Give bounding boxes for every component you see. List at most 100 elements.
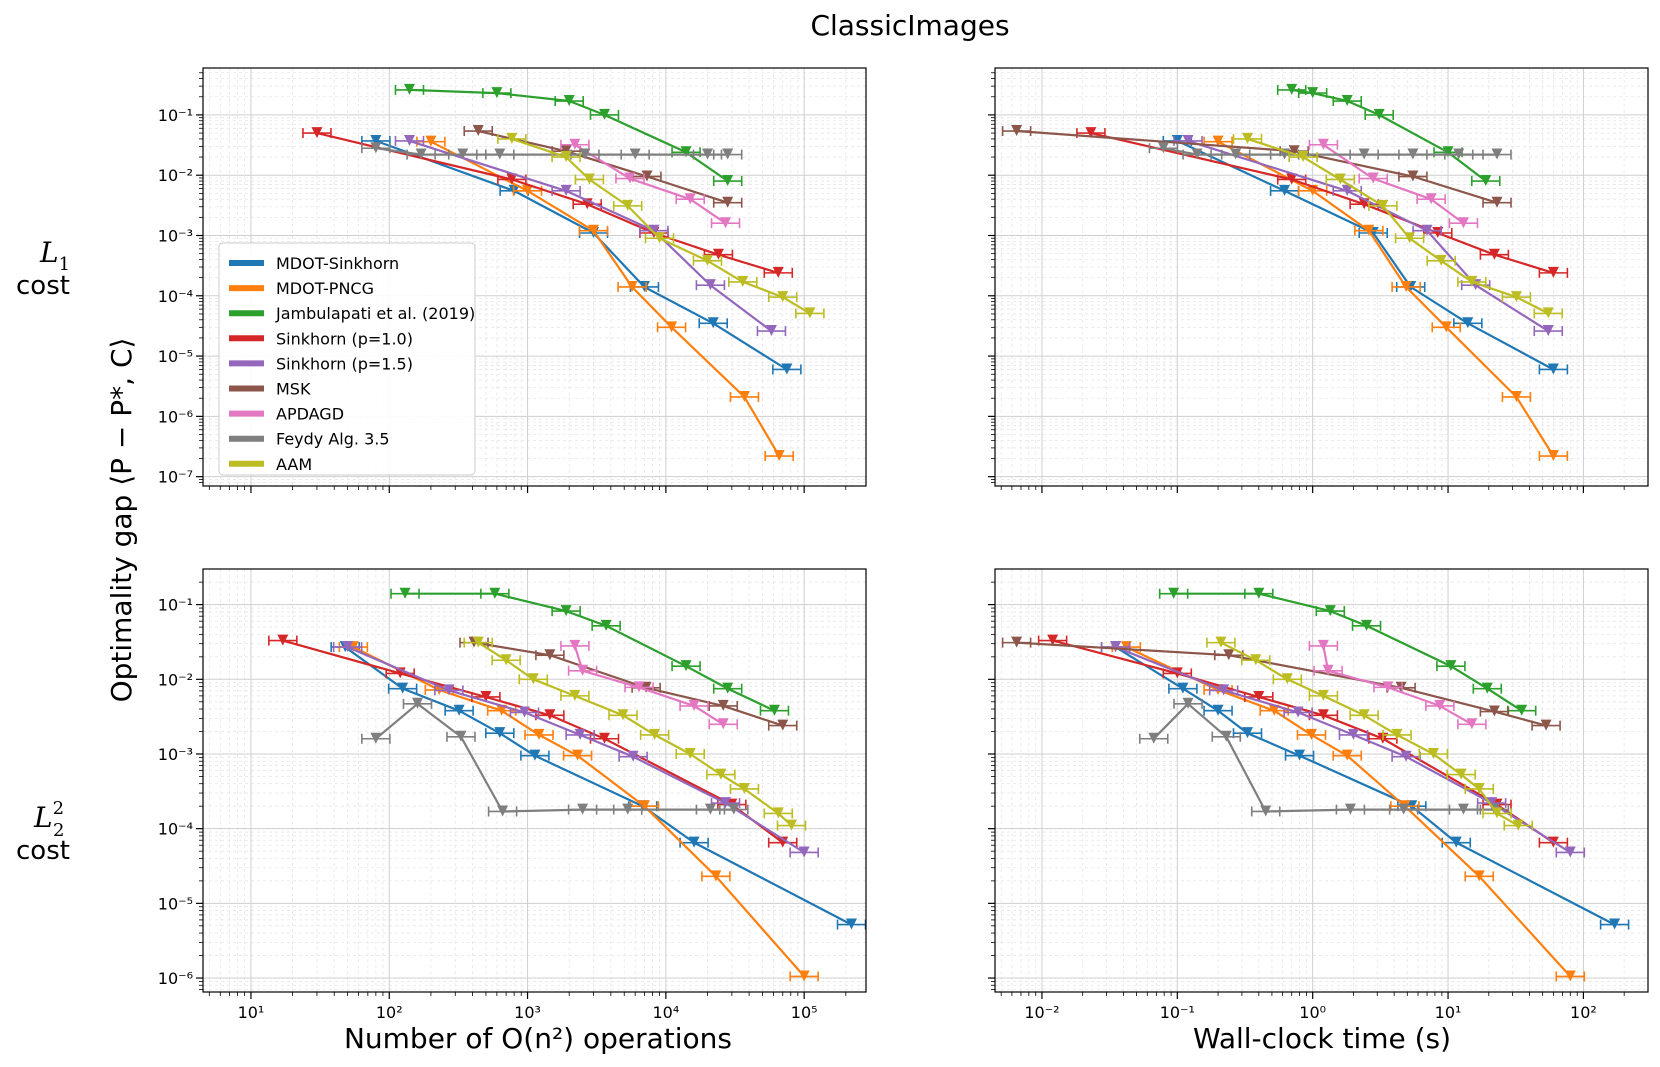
data-point-feydy-alg-3-5 [1260, 805, 1272, 817]
plot-frame [202, 67, 867, 487]
data-point-msk [1540, 719, 1552, 731]
data-point-sinkhorn-p-1-5 [1564, 846, 1576, 858]
series-line-apdagd [574, 143, 727, 225]
data-point-aam [500, 654, 512, 666]
x-tick-label: 10⁵ [791, 1003, 818, 1022]
data-point-sinkhorn-p-1-0 [1317, 709, 1329, 721]
data-point-apdagd [569, 639, 581, 651]
data-point-aam [684, 747, 696, 759]
data-point-apdagd [1425, 193, 1437, 205]
data-point-sinkhorn-p-1-5 [1400, 750, 1412, 762]
data-point-feydy-alg-3-5 [455, 730, 467, 742]
data-point-jambulapati-et-al-2019 [680, 660, 692, 672]
data-point-aam [1334, 173, 1346, 185]
panel-l2-time: 10⁻² 10⁻¹ 10⁰ 10¹ 10² [988, 568, 1649, 1022]
data-point-jambulapati-et-al-2019 [1341, 95, 1353, 107]
data-point-mdot-sinkhorn [370, 134, 382, 146]
data-point-apdagd [1322, 664, 1334, 676]
data-point-apdagd [1367, 172, 1379, 184]
legend: MDOT-Sinkhorn MDOT-PNCG Jambulapati et al.… [218, 242, 476, 476]
data-point-mdot-sinkhorn [1177, 682, 1189, 694]
data-point-sinkhorn-p-1-5 [704, 279, 716, 291]
data-point-sinkhorn-p-1-5 [1486, 797, 1498, 809]
data-point-mdot-sinkhorn [1547, 363, 1559, 375]
legend-label: AAM [276, 455, 312, 474]
data-point-feydy-alg-3-5 [1358, 148, 1370, 160]
x-tick-label: 10⁻² [1024, 1003, 1059, 1022]
data-point-msk [1488, 705, 1500, 717]
legend-label: MDOT-PNCG [276, 279, 374, 298]
data-point-apdagd [717, 718, 729, 730]
data-point-feydy-alg-3-5 [494, 148, 506, 160]
data-point-feydy-alg-3-5 [1148, 732, 1160, 744]
data-point-jambulapati-et-al-2019 [1516, 704, 1528, 716]
data-point-sinkhorn-p-1-0 [1047, 634, 1059, 646]
data-point-aam [1215, 636, 1227, 648]
data-point-aam [1466, 275, 1478, 287]
data-point-feydy-alg-3-5 [704, 803, 716, 815]
data-point-mdot-sinkhorn [1450, 836, 1462, 848]
data-point-mdot-sinkhorn [1462, 317, 1474, 329]
data-point-feydy-alg-3-5 [1220, 730, 1232, 742]
y-tick-label: 10⁻⁴ [158, 820, 193, 839]
data-point-feydy-alg-3-5 [1157, 142, 1169, 154]
data-point-jambulapati-et-al-2019 [1307, 87, 1319, 99]
data-point-feydy-alg-3-5 [415, 148, 427, 160]
data-point-sinkhorn-p-1-5 [1182, 134, 1194, 146]
data-point-msk [641, 170, 653, 182]
data-point-jambulapati-et-al-2019 [563, 95, 575, 107]
data-point-feydy-alg-3-5 [579, 148, 591, 160]
data-point-jambulapati-et-al-2019 [1168, 587, 1180, 599]
data-point-aam [649, 728, 661, 740]
y-tick-label: 10⁻¹ [158, 596, 193, 615]
data-point-jambulapati-et-al-2019 [491, 87, 503, 99]
data-point-aam [1404, 232, 1416, 244]
data-point-jambulapati-et-al-2019 [598, 108, 610, 120]
data-point-mdot-sinkhorn [397, 682, 409, 694]
figure-title: ClassicImages [810, 9, 1009, 42]
data-point-aam [1358, 709, 1370, 721]
data-point-feydy-alg-3-5 [722, 148, 734, 160]
panel-l2-ops: 10¹ 10² 10³ 10⁴ 10⁵ 10⁻⁶ 10⁻⁵ 10⁻⁴ 10⁻³ 10⁻² 10⁻¹ [158, 568, 867, 1022]
data-point-sinkhorn-p-1-5 [765, 325, 777, 337]
data-point-msk [1011, 125, 1023, 137]
data-point-aam [1491, 807, 1503, 819]
plot-frame [994, 67, 1649, 487]
data-point-mdot-pncg [1268, 704, 1280, 716]
data-point-jambulapati-et-al-2019 [1481, 682, 1493, 694]
data-point-sinkhorn-p-1-5 [403, 134, 415, 146]
x-tick-label: 10⁻¹ [1160, 1003, 1195, 1022]
series-line-mdot-pncg [1125, 646, 1572, 978]
y-tick-label: 10⁻³ [158, 226, 193, 245]
data-point-feydy-alg-3-5 [1491, 148, 1503, 160]
legend-label: MDOT-Sinkhorn [276, 254, 399, 273]
data-point-sinkhorn-p-1-5 [627, 750, 639, 762]
y-tick-label: 10⁻⁶ [158, 407, 193, 426]
data-point-apdagd [1457, 217, 1469, 229]
data-point-mdot-sinkhorn [1279, 184, 1291, 196]
plot-frame [994, 568, 1649, 993]
data-point-jambulapati-et-al-2019 [1373, 108, 1385, 120]
data-point-sinkhorn-p-1-5 [1421, 224, 1433, 236]
data-point-aam [583, 173, 595, 185]
data-point-mdot-pncg [1547, 450, 1559, 462]
x-axis-label-ops: Number of O(n²) operations [344, 1022, 732, 1055]
y-tick-label: 10⁻⁶ [158, 969, 193, 988]
data-point-jambulapati-et-al-2019 [403, 83, 415, 95]
data-point-feydy-alg-3-5 [1230, 148, 1242, 160]
data-point-jambulapati-et-al-2019 [1324, 605, 1336, 617]
data-point-sinkhorn-p-1-5 [1110, 641, 1122, 653]
data-point-aam [701, 254, 713, 266]
data-point-mdot-sinkhorn [707, 317, 719, 329]
data-point-aam [1250, 654, 1262, 666]
data-point-apdagd [1382, 681, 1394, 693]
data-point-sinkhorn-p-1-0 [712, 248, 724, 260]
data-point-apdagd [577, 664, 589, 676]
data-point-mdot-pncg [798, 970, 810, 982]
x-axis-label-time: Wall-clock time (s) [1193, 1022, 1451, 1055]
data-point-aam [617, 709, 629, 721]
row-label-l2: L2 2 [33, 798, 65, 841]
data-point-msk [777, 719, 789, 731]
data-point-apdagd [684, 193, 696, 205]
data-point-sinkhorn-p-1-5 [1542, 325, 1554, 337]
